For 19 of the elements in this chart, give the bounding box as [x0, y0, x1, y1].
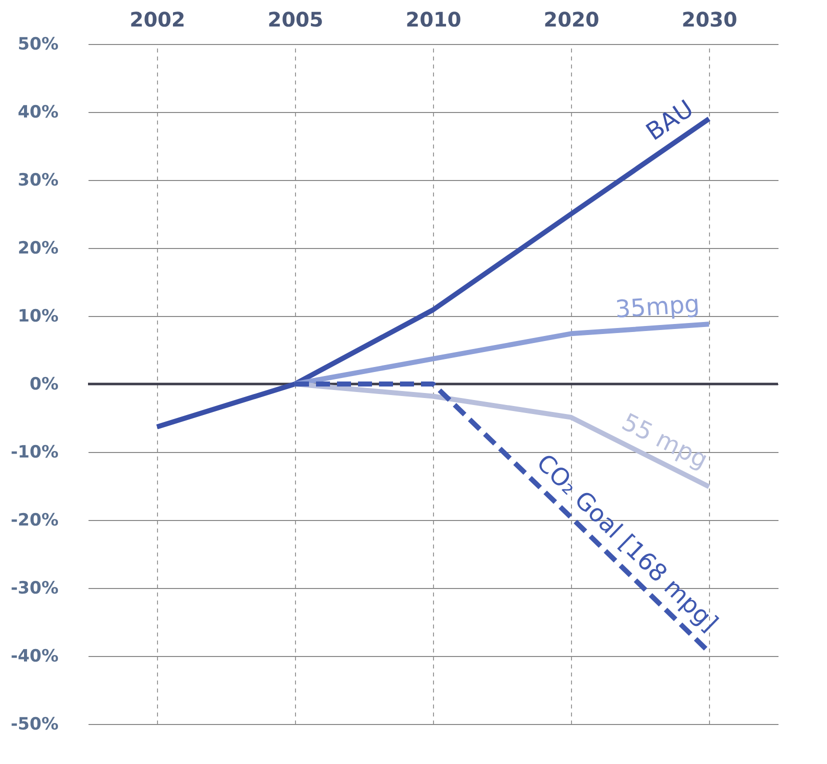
x-tick-label: 2020 — [544, 8, 600, 32]
y-tick-label: -10% — [10, 442, 58, 462]
x-tick-label: 2030 — [682, 8, 738, 32]
y-tick-label: -40% — [10, 646, 58, 666]
y-tick-label: 40% — [18, 102, 58, 122]
text: 55 mpg — [617, 408, 712, 474]
y-tick-label: 20% — [18, 238, 58, 258]
y-tick-label: -30% — [10, 578, 58, 598]
x-tick-label: 2010 — [406, 8, 462, 32]
text: BAU — [641, 94, 698, 146]
x-tick-label: 2005 — [268, 8, 324, 32]
x-tick-label: 2002 — [130, 8, 186, 32]
y-tick-label: 0% — [30, 374, 58, 394]
y-tick-label: 30% — [18, 170, 58, 190]
y-tick-label: 50% — [18, 34, 58, 54]
y-tick-label: 10% — [18, 306, 58, 326]
series-label: 35mpg — [614, 290, 701, 324]
y-tick-label: -50% — [10, 714, 58, 734]
y-tick-label: -20% — [10, 510, 58, 530]
